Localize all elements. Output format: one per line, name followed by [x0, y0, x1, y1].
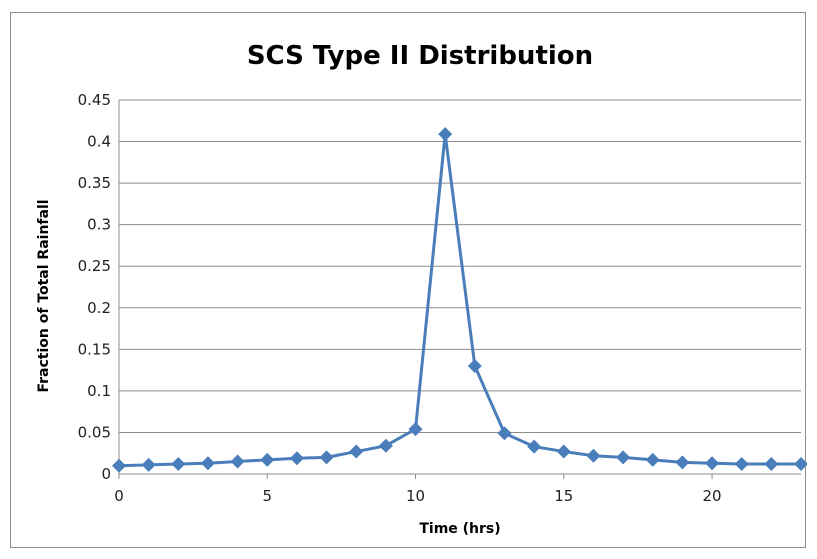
data-point	[289, 451, 304, 466]
x-axis-title: Time (hrs)	[419, 521, 500, 537]
data-series	[112, 127, 807, 473]
x-tick-label: 0	[114, 487, 124, 505]
y-tick-label: 0.35	[78, 174, 111, 192]
data-point	[616, 450, 631, 465]
data-point	[467, 358, 482, 373]
y-tick-label: 0.4	[87, 133, 111, 151]
y-axis-title: Fraction of Total Rainfall	[36, 199, 52, 392]
axes	[118, 100, 801, 479]
y-tick-label: 0	[101, 465, 111, 483]
y-tick-label: 0.1	[87, 382, 111, 400]
x-tick-label: 5	[262, 487, 272, 505]
x-tick-label: 20	[702, 487, 721, 505]
data-point	[319, 450, 334, 465]
data-point	[349, 444, 364, 459]
data-point	[112, 458, 126, 473]
data-point	[171, 457, 186, 472]
data-point	[705, 456, 720, 471]
data-point	[438, 127, 453, 142]
data-point	[645, 452, 660, 467]
x-tick-label: 15	[554, 487, 573, 505]
data-point	[260, 452, 275, 467]
data-point	[408, 422, 423, 437]
gridlines	[119, 99, 801, 433]
data-point	[556, 444, 571, 459]
series-line	[118, 132, 801, 468]
data-point	[200, 456, 215, 471]
y-tick-label: 0.45	[78, 91, 111, 109]
data-point	[794, 457, 807, 472]
data-point	[378, 438, 393, 453]
y-tick-label: 0.15	[78, 340, 111, 358]
y-tick-label: 0.25	[78, 257, 111, 275]
y-tick-label: 0.2	[87, 299, 111, 317]
y-tick-label: 0.05	[78, 423, 111, 441]
y-tick-label: 0.3	[87, 216, 111, 234]
chart-title: SCS Type II Distribution	[247, 41, 593, 71]
data-point	[734, 457, 749, 472]
data-point	[586, 448, 601, 463]
data-point	[230, 454, 245, 469]
data-point	[764, 457, 779, 472]
data-point	[675, 455, 690, 470]
chart-area: 0 0.05 0.1 0.15 0.2 0.25 0.3 0.35 0.4 0.45 0 5 10 15 2…	[10, 12, 807, 548]
data-point	[527, 439, 542, 454]
x-tick-label: 10	[406, 487, 425, 505]
line-chart: 0 0.05 0.1 0.15 0.2 0.25 0.3 0.35 0.4 0.45 0 5 10 15 2…	[36, 41, 807, 537]
data-point	[141, 457, 156, 472]
data-point	[497, 426, 512, 441]
tick-labels: 0 0.05 0.1 0.15 0.2 0.25 0.3 0.35 0.4 0.45 0 5 10 15 2…	[78, 91, 722, 505]
